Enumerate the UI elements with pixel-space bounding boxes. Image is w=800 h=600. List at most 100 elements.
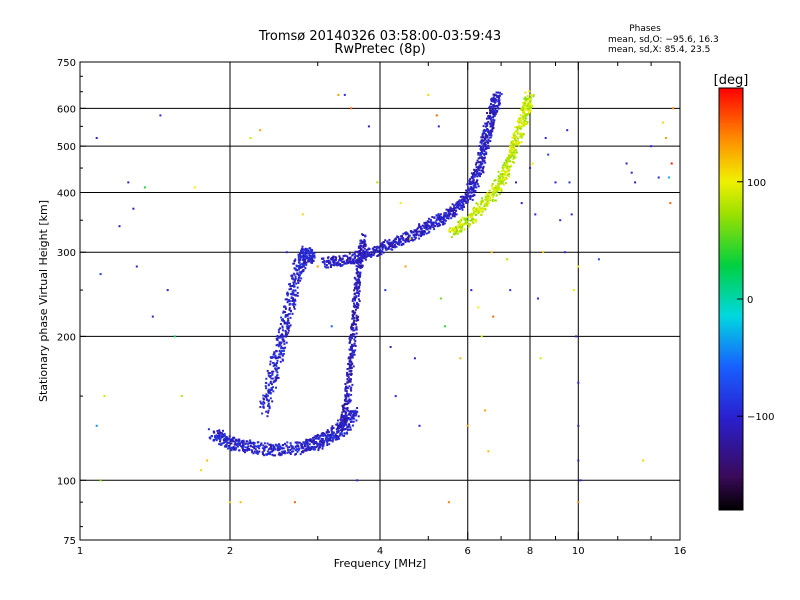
trace-point <box>460 207 463 210</box>
trace-point <box>476 175 479 178</box>
colorbar-label: [deg] <box>714 73 749 88</box>
trace-point <box>438 214 441 217</box>
trace-point <box>416 228 419 230</box>
trace-point <box>335 423 338 426</box>
trace-point <box>293 260 296 263</box>
trace-point <box>254 448 257 451</box>
trace-point <box>349 363 352 366</box>
trace-point <box>525 117 527 120</box>
scatter-point <box>484 409 487 412</box>
trace-point <box>313 441 316 444</box>
trace-point <box>492 116 495 119</box>
trace-point <box>483 156 486 159</box>
trace-point <box>269 375 272 377</box>
trace-point <box>353 342 356 345</box>
trace-point <box>479 160 482 163</box>
trace-point <box>498 97 501 100</box>
y-tick-label: 750 <box>57 58 76 69</box>
trace-point <box>346 407 349 409</box>
trace-point <box>281 335 284 338</box>
trace-point <box>457 231 460 234</box>
trace-point <box>426 228 429 231</box>
trace-point <box>522 121 525 124</box>
trace-point <box>390 248 393 251</box>
trace-point <box>454 212 457 215</box>
trace-point <box>480 140 483 143</box>
trace-point <box>302 451 305 454</box>
trace-point <box>352 261 355 264</box>
trace-point <box>466 216 469 219</box>
trace-point <box>313 446 315 449</box>
trace-point <box>232 436 235 439</box>
trace-point <box>301 245 304 248</box>
trace-point <box>355 419 358 422</box>
trace-point <box>442 223 445 225</box>
trace-point <box>445 214 447 217</box>
trace-point <box>470 195 473 198</box>
trace-point <box>476 179 479 182</box>
scatter-point <box>427 93 430 96</box>
trace-point <box>466 191 469 194</box>
trace-point <box>337 419 339 422</box>
trace-point <box>305 263 308 266</box>
trace-point <box>433 228 436 231</box>
trace-point <box>345 421 348 424</box>
trace-point <box>336 423 339 426</box>
scatter-point <box>662 121 665 124</box>
trace-point <box>283 452 286 455</box>
trace-point <box>496 109 499 112</box>
trace-point <box>272 381 275 384</box>
trace-point <box>309 438 312 441</box>
trace-point <box>497 182 500 185</box>
trace-point <box>293 262 296 265</box>
trace-point <box>435 219 438 222</box>
trace-point <box>480 200 483 203</box>
trace-point <box>267 400 270 403</box>
trace-point <box>304 249 307 252</box>
trace-point <box>346 255 349 258</box>
trace-point <box>345 400 348 403</box>
trace-point <box>349 400 351 403</box>
trace-point <box>425 232 428 235</box>
trace-point <box>354 277 357 280</box>
trace-point <box>507 175 510 178</box>
trace-point <box>340 425 342 428</box>
trace-point <box>346 416 349 419</box>
trace-point <box>354 414 357 417</box>
trace-point <box>511 153 514 156</box>
trace-point <box>307 444 309 447</box>
trace-point <box>307 252 310 255</box>
trace-point <box>464 193 467 196</box>
trace-point <box>259 400 262 403</box>
trace-point <box>290 274 293 277</box>
trace-point <box>519 118 522 121</box>
trace-point <box>353 333 356 336</box>
trace-point <box>498 192 501 195</box>
trace-point <box>467 195 470 198</box>
trace-point <box>481 158 484 161</box>
trace-point <box>336 422 339 425</box>
trace-point <box>476 170 479 173</box>
trace-point <box>292 278 295 281</box>
trace-point <box>496 94 498 97</box>
trace-point <box>348 398 351 401</box>
trace-point <box>505 171 508 174</box>
trace-point <box>278 353 281 356</box>
trace-point <box>261 412 264 415</box>
trace-point <box>461 198 463 201</box>
trace-point <box>472 189 475 192</box>
trace-point <box>482 142 485 145</box>
trace-point <box>351 337 353 340</box>
scatter-point <box>301 213 304 216</box>
trace-point <box>475 173 478 176</box>
trace-point <box>425 221 428 224</box>
trace-point <box>468 179 471 182</box>
trace-point <box>292 289 295 292</box>
trace-point <box>345 262 348 265</box>
trace-point <box>468 182 471 185</box>
trace-point <box>340 413 343 416</box>
trace-point <box>337 261 340 264</box>
trace-point <box>275 386 277 389</box>
scatter-point <box>418 424 421 427</box>
